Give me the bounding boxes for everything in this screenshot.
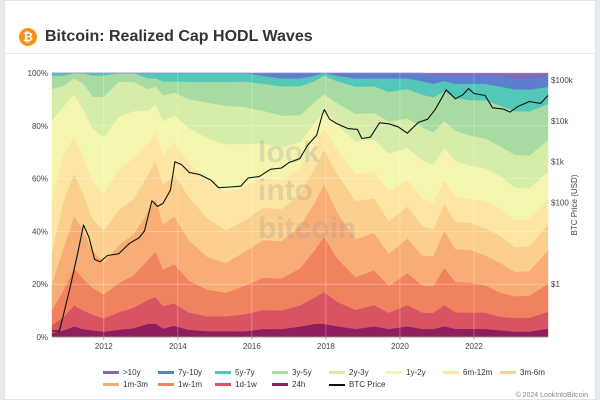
btc-price-series	[52, 88, 549, 332]
legend-item[interactable]: 1d-1w	[215, 380, 257, 389]
x-tick-label: 2022	[465, 342, 483, 351]
y-tick-label: 80%	[32, 122, 48, 131]
chart-title: Bitcoin: Realized Cap HODL Waves	[45, 28, 313, 45]
legend-label: 7y-10y	[178, 368, 203, 377]
legend-item[interactable]: 2y-3y	[329, 368, 369, 377]
legend-swatch	[272, 371, 288, 375]
legend-label: 1m-3m	[123, 380, 148, 389]
y-tick-label: 20%	[32, 280, 48, 289]
btc-price-line	[52, 88, 549, 332]
legend-swatch	[272, 383, 288, 387]
legend-swatch	[158, 371, 174, 375]
x-tick-label: 2020	[391, 342, 409, 351]
legend-swatch	[386, 371, 402, 375]
legend-label: 24h	[292, 380, 306, 389]
legend-swatch	[103, 371, 119, 375]
y-tick-label: 60%	[32, 175, 48, 184]
legend-label: 5y-7y	[235, 368, 255, 377]
legend-label: BTC Price	[349, 380, 386, 389]
legend-label: 3m-6m	[520, 368, 545, 377]
y-right-tick-label: $1	[551, 280, 560, 289]
y-right-tick-label: $10k	[551, 117, 569, 126]
legend-swatch	[329, 383, 345, 386]
bitcoin-logo-icon: ₿	[19, 28, 37, 46]
legend-swatch	[103, 383, 119, 387]
legend-label: 1y-2y	[406, 368, 426, 377]
y-tick-label: 0%	[36, 333, 48, 342]
y-tick-label: 100%	[28, 69, 48, 78]
legend-swatch	[500, 371, 516, 375]
legend-item[interactable]: 3m-6m	[500, 368, 545, 377]
x-tick-label: 2018	[317, 342, 335, 351]
legend-swatch	[329, 371, 345, 375]
legend-label: 6m-12m	[463, 368, 493, 377]
legend-item[interactable]: >10y	[103, 368, 141, 377]
legend-item[interactable]: 1w-1m	[158, 380, 202, 389]
hodl-bands	[51, 72, 549, 338]
legend-item[interactable]: 3y-5y	[272, 368, 312, 377]
x-tick-label: 2016	[243, 342, 261, 351]
legend-label: 1d-1w	[235, 380, 257, 389]
y-right-tick-label: $100	[551, 198, 569, 207]
legend-label: 1w-1m	[178, 380, 203, 389]
y-tick-label: 40%	[32, 227, 48, 236]
watermark-line-2: into	[258, 174, 313, 207]
legend-item[interactable]: 1m-3m	[103, 380, 148, 389]
legend-swatch	[215, 383, 231, 387]
y-right-tick-label: $100k	[551, 76, 574, 85]
legend-label: >10y	[123, 368, 141, 377]
watermark: look into bitcoin	[258, 136, 356, 245]
legend-item[interactable]: BTC Price	[329, 380, 385, 389]
band-10y	[52, 72, 549, 79]
y-right-tick-label: $1k	[551, 158, 565, 167]
watermark-line-1: look	[258, 136, 320, 169]
legend-swatch	[158, 383, 174, 387]
legend-label: 2y-3y	[349, 368, 369, 377]
y-right-axis-label: BTC Price (USD)	[570, 174, 579, 235]
footer-credit: © 2024 LookIntoBitcoin	[515, 392, 589, 399]
legend-label: 3y-5y	[292, 368, 312, 377]
legend-item[interactable]: 24h	[272, 380, 305, 389]
x-tick-label: 2012	[95, 342, 113, 351]
legend-item[interactable]: 1y-2y	[386, 368, 426, 377]
legend-item[interactable]: 6m-12m	[443, 368, 492, 377]
x-tick-label: 2014	[169, 342, 187, 351]
legend-item[interactable]: 5y-7y	[215, 368, 255, 377]
chart-header: ₿ Bitcoin: Realized Cap HODL Waves	[5, 1, 595, 54]
legend-swatch	[215, 371, 231, 375]
legend-item[interactable]: 7y-10y	[158, 368, 202, 377]
watermark-line-3: bitcoin	[258, 212, 356, 245]
legend-swatch	[443, 371, 459, 375]
chart-axes: 0% 20% 40% 60% 80% 100% 2012 2014 2016 2018 2020 20…	[28, 69, 579, 351]
